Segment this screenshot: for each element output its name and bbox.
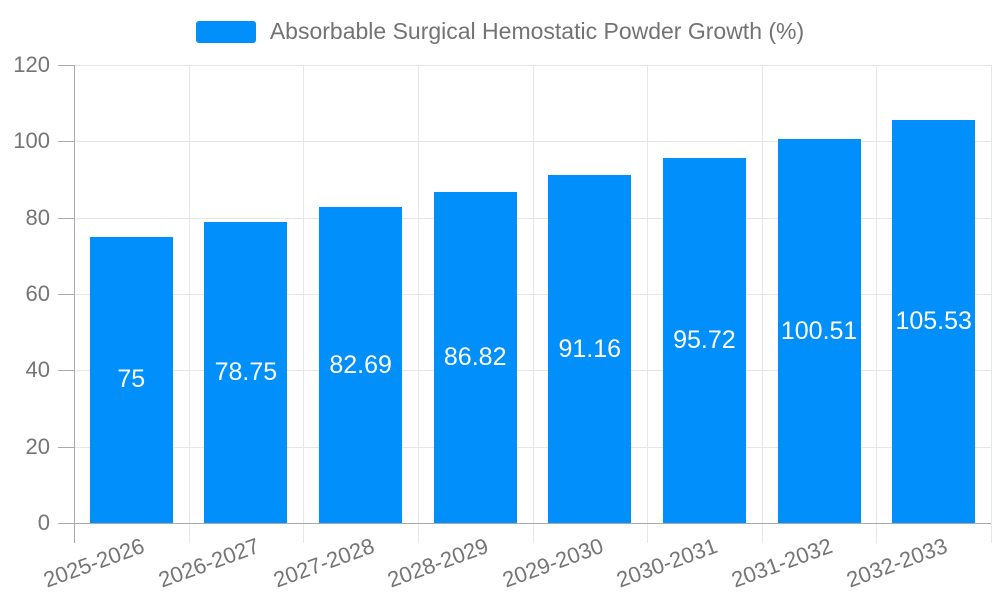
y-axis-label: 80 [25, 204, 50, 230]
y-axis-label: 20 [25, 433, 50, 459]
bar-2028-2029[interactable]: 86.82 [433, 191, 517, 523]
y-axis-label: 100 [13, 128, 50, 154]
legend-marker [195, 20, 256, 43]
bar-2031-2032[interactable]: 100.51 [777, 139, 861, 523]
y-axis-label: 0 [37, 510, 50, 535]
bar-2029-2030[interactable]: 91.16 [548, 175, 632, 523]
bar-2032-2033[interactable]: 105.53 [892, 120, 976, 523]
bar-value-label: 78.75 [214, 358, 278, 387]
legend-label: Absorbable Surgical Hemostatic Powder Gr… [269, 18, 805, 44]
bar-2025-2026[interactable]: 75 [89, 236, 173, 524]
bar-2030-2031[interactable]: 95.72 [662, 157, 746, 523]
gridline-y [74, 370, 991, 372]
gridline-y [74, 65, 991, 66]
gridline-y [74, 294, 991, 295]
y-axis-tick [58, 294, 74, 295]
y-axis-tick [58, 141, 74, 143]
gridline-x [532, 65, 534, 543]
gridline-x [991, 65, 992, 543]
bar-2027-2028[interactable]: 82.69 [319, 207, 403, 523]
bar-value-label: 75 [117, 365, 146, 394]
gridline-x [303, 65, 305, 543]
bar-value-label: 95.72 [673, 325, 736, 354]
gridline-x [188, 65, 190, 543]
bar-value-label: 105.53 [895, 307, 972, 336]
y-axis-label: 40 [25, 357, 50, 383]
y-axis-label: 120 [13, 52, 50, 77]
gridline-x [647, 65, 649, 543]
bar-value-label: 86.82 [443, 342, 507, 371]
gridline-y [74, 446, 991, 448]
gridline-x [876, 65, 878, 543]
y-axis-tick [58, 217, 74, 219]
x-axis-line [74, 523, 991, 524]
y-axis-label: 60 [25, 281, 50, 306]
y-axis-tick [58, 370, 74, 372]
y-axis-tick [58, 523, 74, 524]
bar-2026-2027[interactable]: 78.75 [204, 222, 288, 523]
legend[interactable]: Absorbable Surgical Hemostatic Powder Gr… [0, 18, 1000, 45]
y-axis-tick [58, 65, 74, 66]
y-axis-line [74, 65, 75, 543]
y-axis-tick [58, 446, 74, 448]
gridline-x [417, 65, 419, 543]
bar-value-label: 82.69 [329, 350, 392, 379]
gridline-y [74, 141, 991, 143]
bar-value-label: 100.51 [780, 316, 858, 345]
gridline-x [761, 65, 763, 543]
bar-value-label: 91.16 [558, 334, 622, 363]
gridline-y [74, 217, 991, 219]
